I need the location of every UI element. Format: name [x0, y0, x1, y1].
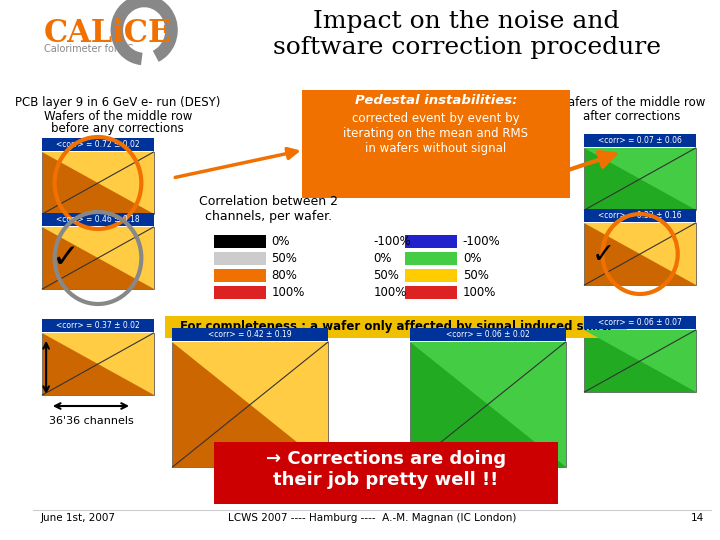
Text: <corr> = 0.37 ± 0.02: <corr> = 0.37 ± 0.02: [56, 321, 140, 330]
Text: 80%: 80%: [271, 269, 297, 282]
Bar: [42, 213, 153, 226]
Polygon shape: [173, 342, 328, 467]
Bar: [302, 90, 570, 198]
Text: corrected event by event by
iterating on the mean and RMS
in wafers without sign: corrected event by event by iterating on…: [343, 112, 528, 155]
Bar: [585, 330, 696, 392]
Text: LCWS 2007 ---- Hamburg ----  A.-M. Magnan (IC London): LCWS 2007 ---- Hamburg ---- A.-M. Magnan…: [228, 513, 516, 523]
Text: 14: 14: [691, 513, 704, 523]
Polygon shape: [410, 342, 566, 467]
Text: after corrections: after corrections: [583, 110, 680, 123]
Polygon shape: [585, 223, 696, 285]
Bar: [42, 333, 153, 395]
Text: <corr> = 0.06 ± 0.07: <corr> = 0.06 ± 0.07: [598, 318, 682, 327]
Polygon shape: [42, 152, 153, 214]
Polygon shape: [585, 148, 696, 210]
Text: <corr> = 0.06 ± 0.02: <corr> = 0.06 ± 0.02: [446, 330, 530, 339]
Bar: [214, 269, 266, 282]
Bar: [173, 342, 328, 467]
Bar: [585, 134, 696, 147]
Text: 100%: 100%: [463, 286, 496, 299]
Text: Impact on the noise and: Impact on the noise and: [313, 10, 620, 33]
Text: Pedestal instabilities:: Pedestal instabilities:: [355, 94, 517, 107]
Text: PCB layer 9 in 6 GeV e- run (DESY): PCB layer 9 in 6 GeV e- run (DESY): [15, 96, 220, 109]
Text: Calorimeter for LC: Calorimeter for LC: [44, 44, 133, 54]
Text: 50%: 50%: [271, 252, 297, 265]
Text: Wafers of the middle row: Wafers of the middle row: [44, 110, 192, 123]
Text: ✓: ✓: [52, 241, 80, 274]
Text: ✓: ✓: [592, 241, 615, 269]
Bar: [585, 223, 696, 285]
Bar: [42, 152, 153, 214]
Text: 0%: 0%: [373, 252, 392, 265]
Text: -100%: -100%: [463, 235, 500, 248]
Text: CALiCE: CALiCE: [44, 18, 173, 49]
Text: 50%: 50%: [463, 269, 489, 282]
Bar: [410, 342, 566, 467]
Bar: [214, 235, 266, 248]
Bar: [42, 227, 153, 289]
Text: Correlation between 2
channels, per wafer.: Correlation between 2 channels, per wafe…: [199, 195, 338, 223]
Bar: [405, 269, 457, 282]
Text: <corr> = 0.07 ± 0.06: <corr> = 0.07 ± 0.06: [598, 136, 682, 145]
Bar: [405, 235, 457, 248]
Text: <corr> = 0.72 ± 0.02: <corr> = 0.72 ± 0.02: [56, 140, 140, 149]
Bar: [42, 319, 153, 332]
Text: before any corrections: before any corrections: [51, 122, 184, 135]
Bar: [405, 252, 457, 265]
Bar: [173, 328, 328, 341]
Text: 36'36 channels: 36'36 channels: [49, 416, 134, 426]
Text: 50%: 50%: [373, 269, 399, 282]
Text: <corr> = 0.32 ± 0.16: <corr> = 0.32 ± 0.16: [598, 211, 682, 220]
Text: <corr> = 0.46 ± 0.18: <corr> = 0.46 ± 0.18: [56, 215, 140, 224]
Text: For completeness : a wafer only affected by signal induced shift:: For completeness : a wafer only affected…: [180, 320, 612, 333]
Text: 100%: 100%: [373, 286, 407, 299]
Text: software correction procedure: software correction procedure: [273, 36, 660, 59]
Bar: [410, 328, 566, 341]
Polygon shape: [42, 333, 153, 395]
Bar: [214, 286, 266, 299]
Text: Wafers of the middle row: Wafers of the middle row: [557, 96, 706, 109]
Bar: [214, 442, 558, 504]
Bar: [585, 316, 696, 329]
Polygon shape: [42, 227, 153, 289]
Text: <corr> = 0.42 ± 0.19: <corr> = 0.42 ± 0.19: [208, 330, 292, 339]
Text: 100%: 100%: [271, 286, 305, 299]
Text: -100%: -100%: [373, 235, 411, 248]
Bar: [165, 316, 627, 338]
Text: → Corrections are doing
their job pretty well !!: → Corrections are doing their job pretty…: [266, 450, 506, 489]
Text: 0%: 0%: [271, 235, 290, 248]
Bar: [214, 252, 266, 265]
Bar: [585, 209, 696, 222]
Text: 0%: 0%: [463, 252, 481, 265]
Text: June 1st, 2007: June 1st, 2007: [40, 513, 115, 523]
Bar: [405, 286, 457, 299]
Polygon shape: [585, 330, 696, 392]
Bar: [585, 148, 696, 210]
Bar: [42, 138, 153, 151]
